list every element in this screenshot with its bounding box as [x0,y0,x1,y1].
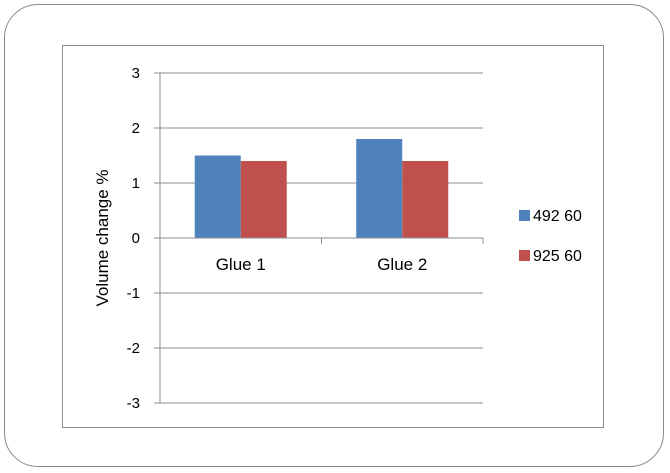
bars [194,139,449,238]
legend-swatch [519,250,530,261]
plot-area-frame [62,45,604,428]
y-tick-label: 1 [132,175,140,192]
bar [240,161,287,238]
legend: 492 60 925 60 [519,208,582,265]
y-tick-label: 2 [132,120,140,137]
x-category-label: Glue 1 [216,255,266,274]
y-tick-label: 0 [132,230,140,247]
y-tick-labels: -3 -2 -1 0 1 2 3 [127,65,140,412]
y-tick-label: -2 [127,340,140,357]
bar [194,155,241,238]
axes [159,73,484,403]
bar [356,139,403,238]
y-tick-label: -3 [127,395,140,412]
legend-label: 492 60 [533,208,582,225]
legend-swatch [519,210,530,221]
y-tick-label: 3 [132,65,140,82]
x-category-label: Glue 2 [377,255,427,274]
bar [402,161,449,238]
y-tick-label: -1 [127,285,140,302]
y-axis-title: Volume change % [93,169,112,306]
x-category-labels: Glue 1 Glue 2 [216,255,428,274]
legend-label: 925 60 [533,248,582,265]
chart-outer-frame [4,4,664,467]
